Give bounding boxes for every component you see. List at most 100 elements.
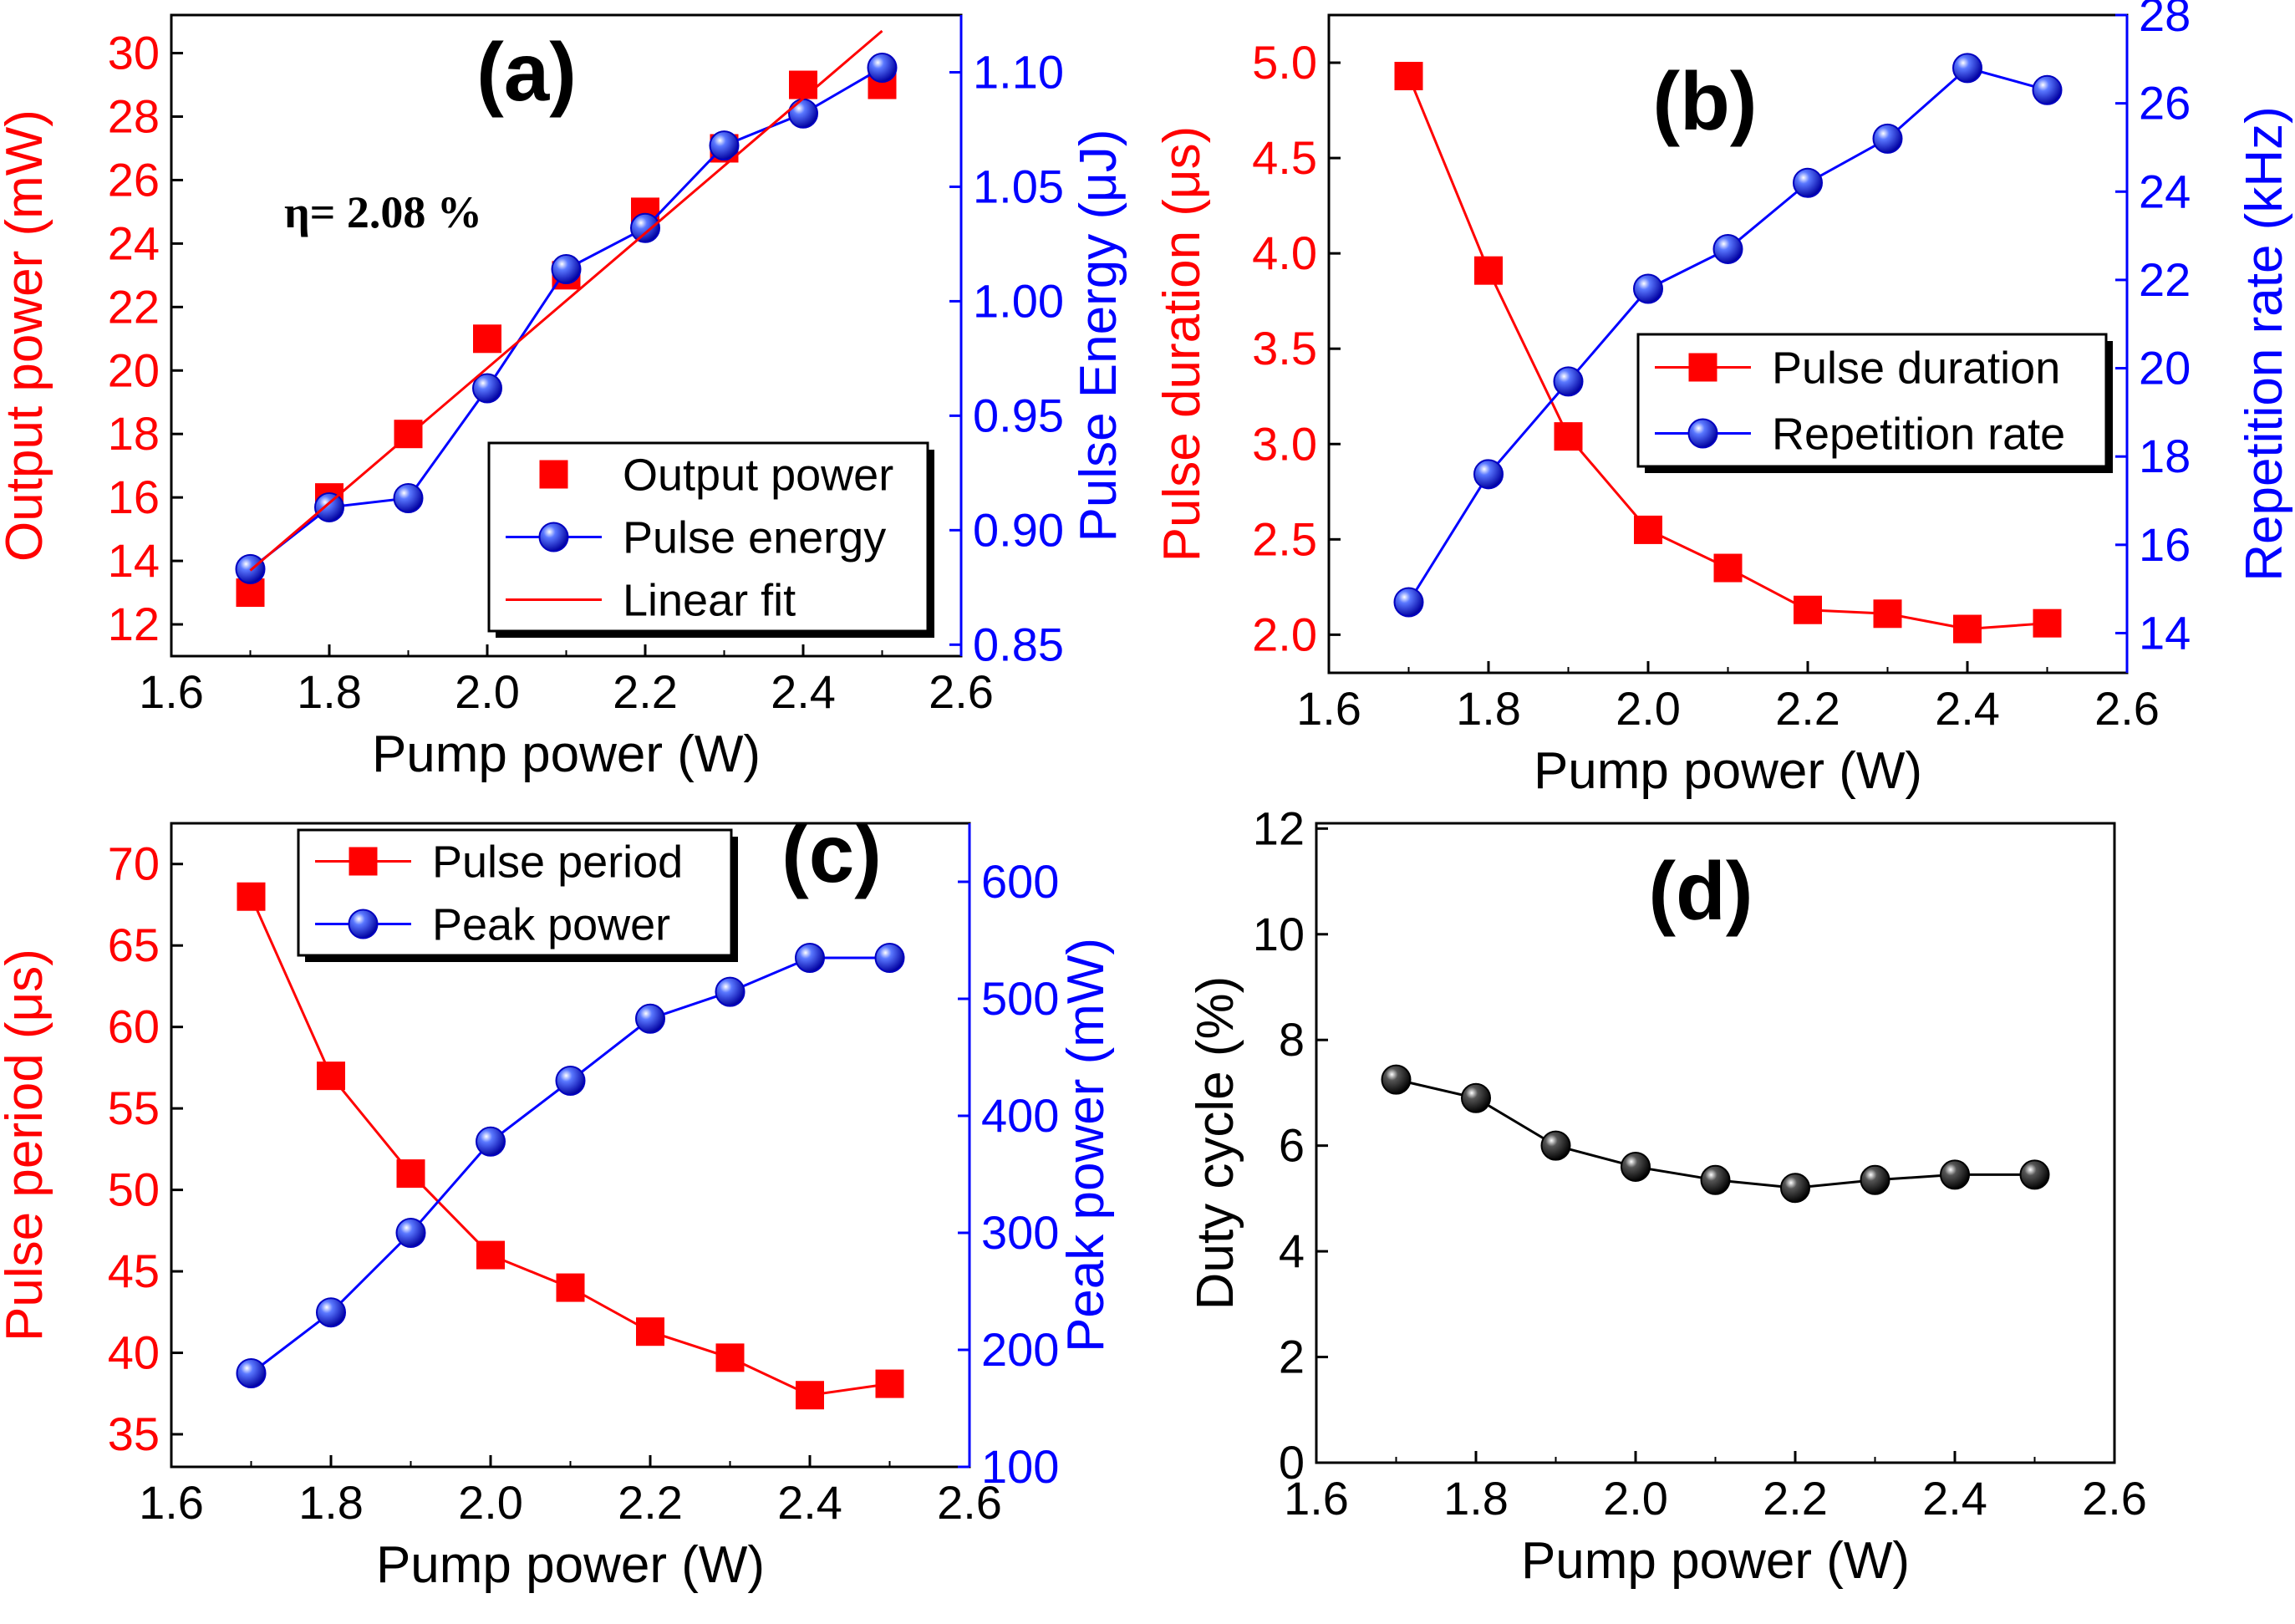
series-line [250,956,890,1375]
series-pulse-period [237,882,904,1410]
x-tick-label: 2.6 [2094,682,2160,735]
y-left-tick-label: 0 [1279,1436,1305,1489]
x-tick-label: 2.2 [1775,682,1840,735]
x-tick-label: 2.4 [777,1476,842,1529]
data-point [635,1003,665,1034]
data-point [875,1369,904,1398]
data-point [476,1126,506,1157]
y-left-tick-label: 16 [108,471,160,523]
y-right-axis-label: Repetition rate (kHz) [2236,106,2293,582]
data-point [1860,1164,1890,1195]
y-left-axis-label: Pulse period (μs) [0,949,53,1341]
data-point [1872,123,1903,154]
panel-label: (b) [1652,55,1757,147]
x-axis-label: Pump power (W) [1534,742,1922,800]
data-point [630,212,660,243]
y-right-tick-label: 200 [981,1323,1059,1376]
data-point [1554,422,1583,451]
series-peak-power [236,943,905,1388]
x-tick-label: 2.0 [458,1476,523,1529]
y-right-tick-label: 500 [981,972,1059,1025]
y-right-tick-label: 18 [2139,430,2191,482]
data-point [1713,553,1743,583]
legend-swatch-marker [1688,353,1717,382]
legend-swatch-marker [349,847,378,876]
x-tick-label: 1.8 [1443,1472,1509,1525]
series-linear-fit [249,29,883,572]
panel-d: 1.6 1.8 2.0 2.2 2.4 2.6 Pump power (W) 0 2 4 6 8 10 1… [1187,802,2147,1590]
y-left-tick-label: 22 [108,280,160,333]
data-point [795,943,825,973]
data-point [236,1358,267,1388]
y-right-tick-label: 26 [2139,77,2191,130]
data-point [1540,1130,1571,1161]
legend: Output power Pulse energy Linear fit [487,441,934,638]
data-point [1873,599,1902,629]
y-left-tick-label: 8 [1279,1013,1305,1066]
y-right-tick-label: 1.05 [973,160,1064,212]
y-left-axis-label: Duty cycle (%) [1187,976,1244,1311]
x-tick-label: 2.0 [1616,682,1681,735]
data-point [316,1297,346,1328]
data-point [1473,459,1504,490]
y-left-tick-label: 4.5 [1252,131,1317,184]
panel-label: (d) [1648,845,1753,937]
data-point [715,1343,745,1372]
y-left-tick-label: 45 [108,1245,160,1297]
y-left-tick-label: 12 [1253,802,1305,854]
data-point [788,98,818,129]
y-left-axis-label: Pulse duration (μs) [1153,126,1211,563]
x-tick-label: 2.6 [929,665,994,718]
panel-label: (c) [781,807,882,899]
y-left-tick-label: 12 [108,598,160,650]
data-point [1634,515,1662,544]
data-point [789,70,817,99]
y-left-tick-label: 4 [1279,1224,1305,1277]
y-left-tick-label: 14 [108,534,160,587]
y-left-tick-label: 26 [108,153,160,206]
x-tick-label: 2.6 [937,1476,1002,1529]
x-tick-label: 2.2 [618,1476,683,1529]
x-tick-label: 1.6 [1296,682,1361,735]
x-tick-label: 1.8 [1456,682,1521,735]
data-point [1793,167,1823,198]
y-left-tick-label: 70 [108,837,160,890]
x-tick-label: 1.6 [139,665,204,718]
y-right-tick-label: 24 [2139,165,2191,217]
data-point [709,130,740,161]
x-tick-label: 2.0 [1603,1472,1668,1525]
data-point [1633,273,1663,304]
data-point [476,1240,505,1270]
legend: Pulse duration Repetition rate [1636,333,2113,473]
x-axis-label: Pump power (W) [376,1536,765,1594]
legend-swatch-marker [538,522,569,552]
x-tick-label: 1.8 [297,665,362,718]
data-point [1794,595,1822,624]
y-right-tick-label: 1.10 [973,45,1064,98]
y-left-tick-label: 3.5 [1252,322,1317,374]
y-right-tick-label: 0.90 [973,503,1064,556]
data-point [317,1061,345,1091]
y-right-tick-label: 20 [2139,342,2191,395]
data-point [1393,587,1424,618]
x-tick-label: 2.4 [771,665,836,718]
data-point [1621,1151,1651,1182]
y-right-tick-label: 300 [981,1206,1059,1259]
series-pulse-duration [1394,61,2062,644]
series-duty-cycle [1381,1064,2050,1204]
y-left-tick-label: 50 [108,1163,160,1216]
y-left-tick-label: 40 [108,1326,160,1379]
data-point [314,491,344,522]
y-right-tick-label: 14 [2139,606,2191,659]
data-point [237,882,266,911]
data-point [1700,1164,1731,1195]
y-left-tick-label: 18 [108,407,160,460]
legend-swatch-marker [539,460,568,489]
data-point [1461,1082,1491,1113]
data-point [1940,1159,1970,1190]
data-point [715,976,745,1007]
legend-entry-label: Pulse period [432,837,683,888]
data-point [393,482,424,513]
legend-swatch-marker [348,909,379,939]
